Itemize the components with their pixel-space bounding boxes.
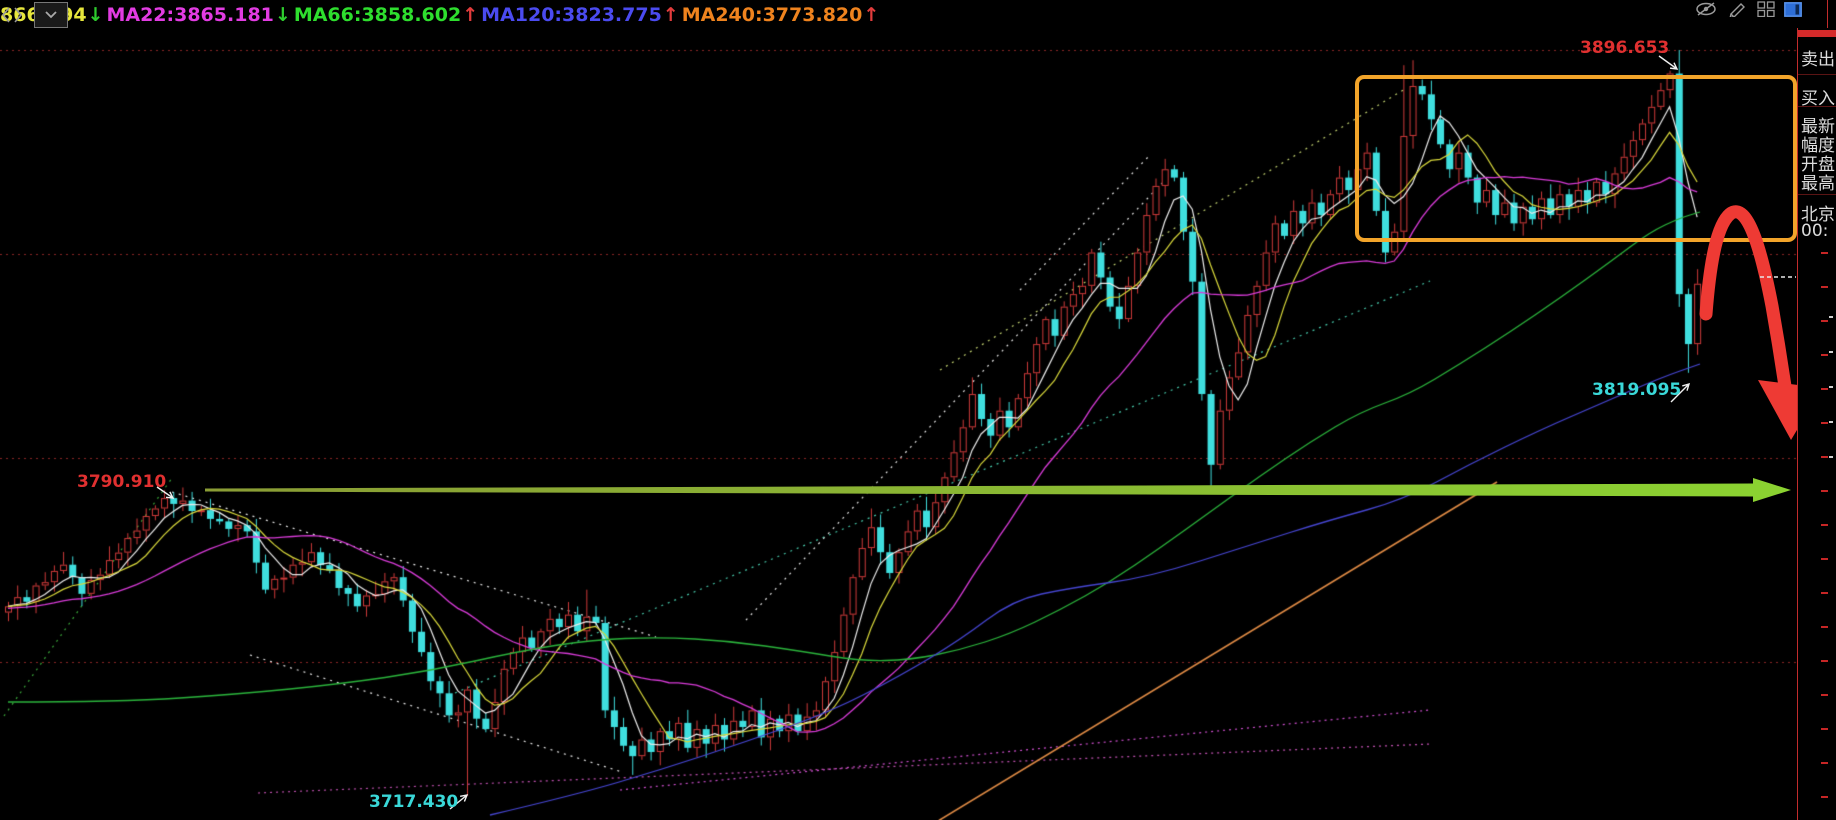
panel-divider [1798,106,1836,107]
label-high[interactable]: 3896.653 [1580,38,1670,58]
pencil-draw-icon[interactable] [1728,1,1748,17]
ma-value-5: MA240:3773.820 ↑ [681,4,880,26]
label-last-low[interactable]: 3819.095 [1592,380,1682,400]
ma-value-2: MA22:3865.181 ↓ [106,4,291,26]
topbar-right-border [1827,0,1828,28]
quote-side-panel: 卖出 买入 最新 幅度 开盘 最高 北京 00: [1798,0,1836,820]
buy-button[interactable]: 买入 [1801,89,1835,109]
chevron-down-icon [45,11,57,19]
stat-open: 开盘 [1801,155,1835,175]
label-left-high[interactable]: 3790.910 [77,472,167,492]
stat-change: 幅度 [1801,136,1835,156]
time-label: 00: [1801,221,1829,241]
panel-window-icon[interactable] [1784,1,1802,17]
panel-divider [1798,194,1836,195]
grid-layout-icon[interactable] [1757,1,1775,17]
indicator-readout-bar: 866.094 ↓ MA22:3865.181 ↓ MA66:3858.602 … [0,0,882,30]
chart-toolbar [1693,1,1802,17]
collapse-icon[interactable] [0,4,26,26]
panel-red-bar [1798,30,1836,37]
ma-value-4: MA120:3823.775 ↑ [481,4,679,26]
hide-drawings-eye-icon[interactable] [1693,1,1719,17]
sell-button[interactable]: 卖出 [1801,50,1835,70]
panel-divider [1798,74,1836,75]
ma-value-3: MA66:3858.602 ↑ [293,4,479,26]
stat-latest: 最新 [1801,117,1835,137]
label-bottom-low[interactable]: 3717.430 [369,792,459,812]
symbol-dropdown[interactable] [34,2,68,28]
beijing-label: 北京 [1801,205,1835,225]
stat-high: 最高 [1801,174,1835,194]
